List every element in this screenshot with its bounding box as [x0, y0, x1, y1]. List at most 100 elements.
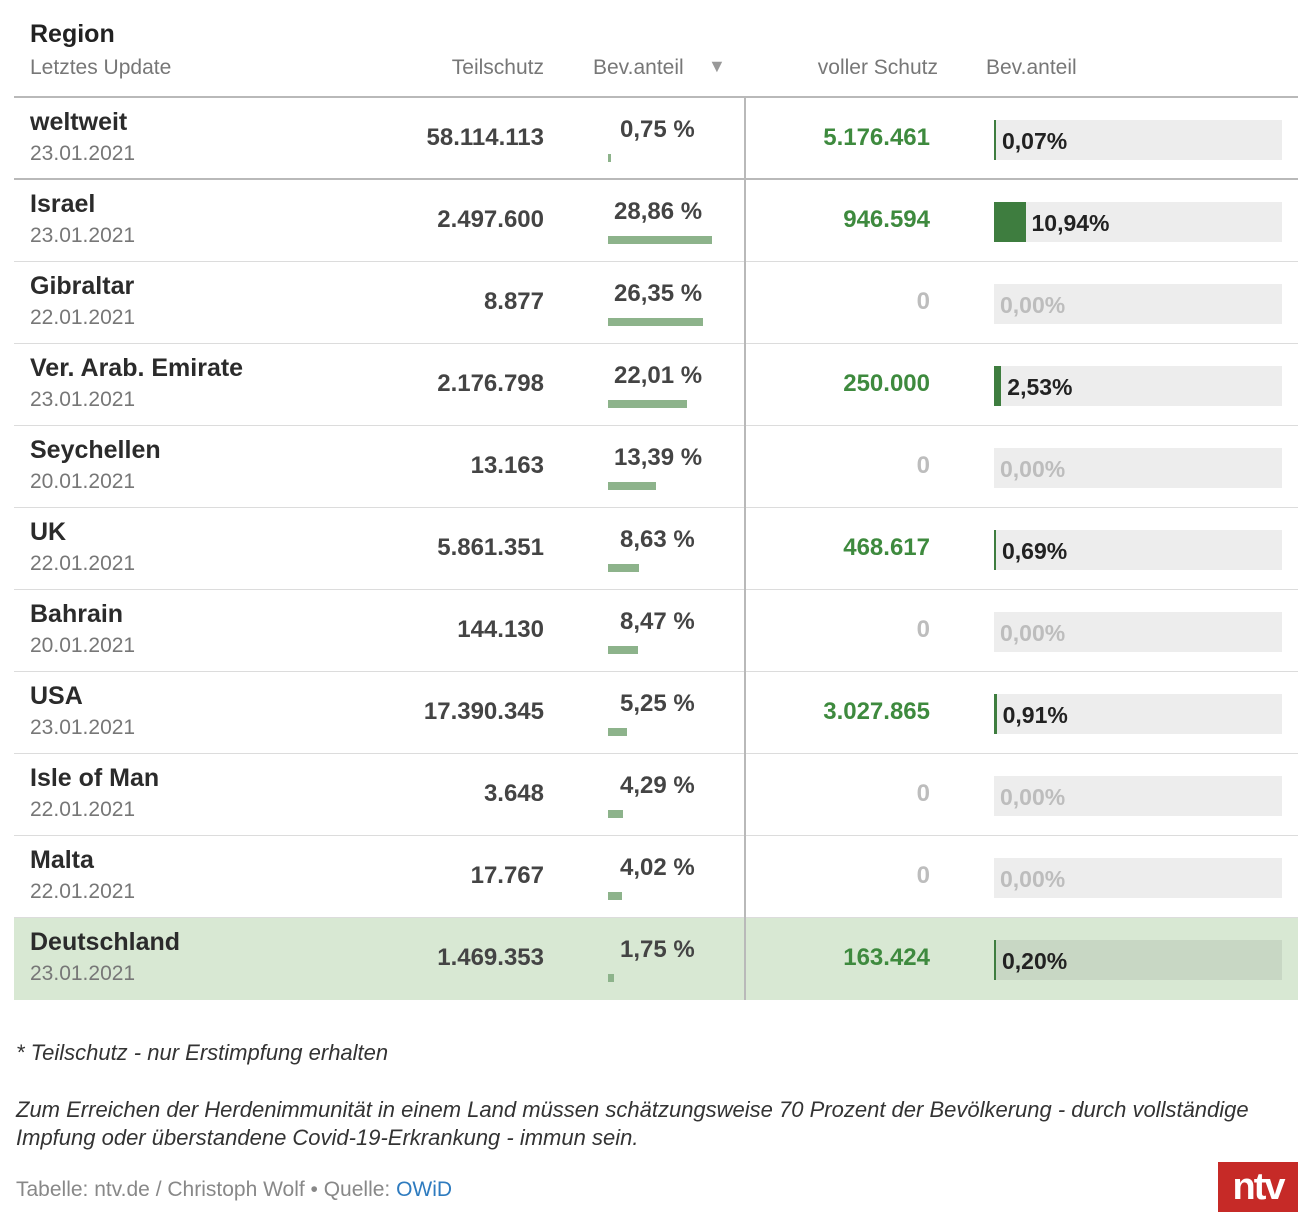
full-share-value: 0,20% [1002, 948, 1068, 974]
update-date: 22.01.2021 [30, 306, 136, 329]
full-share-value: 0,91% [1002, 702, 1068, 728]
partial-share-value: 4,02 % [620, 854, 695, 881]
region-name: Ver. Arab. Emirate [30, 354, 244, 382]
partial-share-bar [608, 974, 615, 982]
teilschutz-value: 5.861.351 [437, 534, 544, 561]
header-bevanteil-full[interactable]: Bev.anteil [986, 56, 1077, 79]
full-share-bar-fill [994, 694, 997, 734]
update-date: 23.01.2021 [30, 388, 136, 411]
full-share-bar-track: 0,69% [994, 530, 1282, 570]
sort-desc-icon[interactable]: ▼ [708, 56, 726, 76]
full-protection-value: 5.176.461 [823, 124, 930, 151]
update-date: 23.01.2021 [30, 224, 136, 247]
source-text: Tabelle: ntv.de / Christoph Wolf • Quell… [16, 1178, 397, 1201]
region-name: Bahrain [30, 600, 124, 628]
partial-share-value: 26,35 % [614, 280, 703, 307]
teilschutz-value: 2.497.600 [437, 206, 544, 233]
full-share-bar-track: 0,91% [994, 694, 1282, 734]
full-share-bar-fill [994, 366, 1002, 406]
partial-share-value: 28,86 % [614, 198, 703, 225]
full-share-value: 0,00% [1000, 866, 1066, 892]
teilschutz-value: 17.390.345 [423, 698, 544, 725]
partial-share-bar [608, 810, 624, 818]
partial-share-bar [608, 400, 688, 408]
footnote-teilschutz: * Teilschutz - nur Erstimpfung erhalten [16, 1040, 389, 1065]
teilschutz-value: 13.163 [470, 452, 544, 479]
full-protection-value: 0 [916, 616, 930, 643]
partial-share-bar [608, 728, 627, 736]
full-share-value: 10,94% [1031, 210, 1110, 236]
header-region[interactable]: Region [30, 20, 115, 48]
full-share-bar-track: 2,53% [994, 366, 1282, 406]
partial-share-bar [608, 318, 703, 326]
update-date: 23.01.2021 [30, 962, 136, 985]
partial-share-bar [608, 236, 712, 244]
region-name: Malta [30, 846, 94, 874]
full-protection-value: 163.424 [843, 944, 930, 971]
full-protection-value: 0 [916, 288, 930, 315]
ntv-logo: ntv [1218, 1162, 1298, 1212]
full-share-bar-track: 10,94% [994, 202, 1282, 242]
full-share-value: 2,53% [1007, 374, 1073, 400]
partial-share-bar [608, 564, 640, 572]
partial-share-value: 22,01 % [614, 362, 703, 389]
update-date: 23.01.2021 [30, 142, 136, 165]
region-name: Seychellen [30, 436, 161, 464]
full-share-bar-fill [994, 120, 996, 160]
partial-share-bar [608, 154, 611, 162]
table-row: Israel 23.01.2021 2.497.600 28,86 % 946.594 1… [14, 180, 1298, 262]
full-share-value: 0,00% [1000, 292, 1066, 318]
header-voller-schutz[interactable]: voller Schutz [817, 56, 938, 79]
partial-share-value: 13,39 % [614, 444, 703, 471]
update-date: 22.01.2021 [30, 880, 136, 903]
table-row: Gibraltar 22.01.2021 8.877 26,35 % 0 0,00% [14, 262, 1298, 344]
source-link[interactable]: OWiD [396, 1178, 453, 1201]
full-protection-value: 250.000 [843, 370, 930, 397]
header-last-update[interactable]: Letztes Update [30, 56, 172, 79]
teilschutz-value: 1.469.353 [437, 944, 544, 971]
region-name: Deutschland [30, 928, 181, 956]
table-row: Seychellen 20.01.2021 13.163 13,39 % 0 0,00% [14, 426, 1298, 508]
full-share-value: 0,00% [1000, 784, 1066, 810]
full-share-bar-track: 0,00% [994, 448, 1282, 488]
partial-share-value: 1,75 % [620, 936, 695, 963]
column-divider [744, 98, 746, 1000]
full-share-bar-track: 0,00% [994, 284, 1282, 324]
full-protection-value: 946.594 [843, 206, 930, 233]
partial-share-value: 8,63 % [620, 526, 695, 553]
table-row: Bahrain 20.01.2021 144.130 8,47 % 0 0,00% [14, 590, 1298, 672]
teilschutz-value: 17.767 [470, 862, 544, 889]
region-name: UK [30, 518, 67, 546]
table-row: Isle of Man 22.01.2021 3.648 4,29 % 0 0,00% [14, 754, 1298, 836]
header-teilschutz[interactable]: Teilschutz [451, 56, 544, 79]
region-name: weltweit [30, 108, 128, 136]
full-protection-value: 468.617 [843, 534, 930, 561]
partial-share-value: 0,75 % [620, 116, 695, 143]
full-protection-value: 3.027.865 [823, 698, 930, 725]
header-bevanteil-partial[interactable]: Bev.anteil [593, 56, 684, 79]
table-header: Region Letztes Update Teilschutz Bev.ant… [14, 14, 1298, 98]
vaccination-table: Region Letztes Update Teilschutz Bev.ant… [14, 14, 1298, 1000]
update-date: 20.01.2021 [30, 470, 136, 493]
update-date: 23.01.2021 [30, 716, 136, 739]
table-row: Deutschland 23.01.2021 1.469.353 1,75 % 163.… [14, 918, 1298, 1000]
full-share-bar-track: 0,00% [994, 612, 1282, 652]
partial-share-bar [608, 482, 657, 490]
update-date: 22.01.2021 [30, 552, 136, 575]
region-name: Isle of Man [30, 764, 160, 792]
region-name: USA [30, 682, 83, 710]
full-share-value: 0,07% [1002, 128, 1068, 154]
partial-share-value: 4,29 % [620, 772, 695, 799]
full-share-bar-fill [994, 202, 1026, 242]
table-row: UK 22.01.2021 5.861.351 8,63 % 468.617 0,69% [14, 508, 1298, 590]
update-date: 20.01.2021 [30, 634, 136, 657]
region-name: Gibraltar [30, 272, 135, 300]
partial-share-bar [608, 646, 639, 654]
region-name: Israel [30, 190, 96, 218]
table-row: Malta 22.01.2021 17.767 4,02 % 0 0,00% [14, 836, 1298, 918]
table-row: USA 23.01.2021 17.390.345 5,25 % 3.027.865 0,… [14, 672, 1298, 754]
full-share-bar-fill [994, 940, 996, 980]
teilschutz-value: 2.176.798 [437, 370, 544, 397]
partial-share-bar [608, 892, 623, 900]
teilschutz-value: 58.114.113 [426, 124, 544, 151]
